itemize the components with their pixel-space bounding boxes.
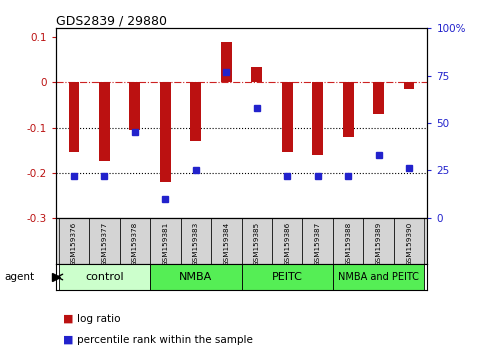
Text: GSM159378: GSM159378 — [132, 221, 138, 266]
FancyBboxPatch shape — [242, 218, 272, 264]
Text: GSM159377: GSM159377 — [101, 221, 107, 266]
Bar — [313, 82, 323, 155]
Text: NMBA and PEITC: NMBA and PEITC — [338, 272, 419, 282]
Text: GSM159390: GSM159390 — [406, 221, 412, 266]
FancyBboxPatch shape — [120, 218, 150, 264]
Text: percentile rank within the sample: percentile rank within the sample — [77, 335, 253, 345]
Bar — [69, 82, 79, 152]
FancyBboxPatch shape — [58, 218, 89, 264]
Bar — [129, 82, 140, 130]
Text: log ratio: log ratio — [77, 314, 121, 324]
FancyBboxPatch shape — [333, 264, 425, 290]
Text: GSM159381: GSM159381 — [162, 221, 168, 266]
Text: GSM159384: GSM159384 — [223, 221, 229, 266]
Bar — [160, 82, 170, 182]
FancyBboxPatch shape — [58, 264, 150, 290]
Text: GDS2839 / 29880: GDS2839 / 29880 — [56, 14, 167, 27]
Text: ■: ■ — [63, 314, 73, 324]
FancyBboxPatch shape — [363, 218, 394, 264]
Bar — [252, 67, 262, 82]
Text: GSM159385: GSM159385 — [254, 221, 260, 266]
Text: PEITC: PEITC — [272, 272, 303, 282]
FancyBboxPatch shape — [302, 218, 333, 264]
Text: GSM159389: GSM159389 — [376, 221, 382, 266]
Text: NMBA: NMBA — [179, 272, 213, 282]
Bar — [221, 42, 231, 82]
Text: ■: ■ — [63, 335, 73, 345]
Bar — [99, 82, 110, 161]
Text: GSM159376: GSM159376 — [71, 221, 77, 266]
Text: control: control — [85, 272, 124, 282]
FancyBboxPatch shape — [333, 218, 363, 264]
Text: GSM159386: GSM159386 — [284, 221, 290, 266]
FancyBboxPatch shape — [394, 218, 425, 264]
Bar — [343, 82, 354, 137]
Text: agent: agent — [5, 272, 35, 282]
Bar — [190, 82, 201, 141]
Bar — [404, 82, 414, 89]
Bar — [373, 82, 384, 114]
Text: GSM159388: GSM159388 — [345, 221, 351, 266]
Text: GSM159387: GSM159387 — [315, 221, 321, 266]
Bar — [282, 82, 293, 152]
Text: GSM159383: GSM159383 — [193, 221, 199, 266]
FancyBboxPatch shape — [150, 218, 181, 264]
FancyBboxPatch shape — [272, 218, 302, 264]
FancyBboxPatch shape — [211, 218, 242, 264]
FancyBboxPatch shape — [242, 264, 333, 290]
FancyBboxPatch shape — [181, 218, 211, 264]
FancyBboxPatch shape — [150, 264, 242, 290]
FancyBboxPatch shape — [89, 218, 120, 264]
